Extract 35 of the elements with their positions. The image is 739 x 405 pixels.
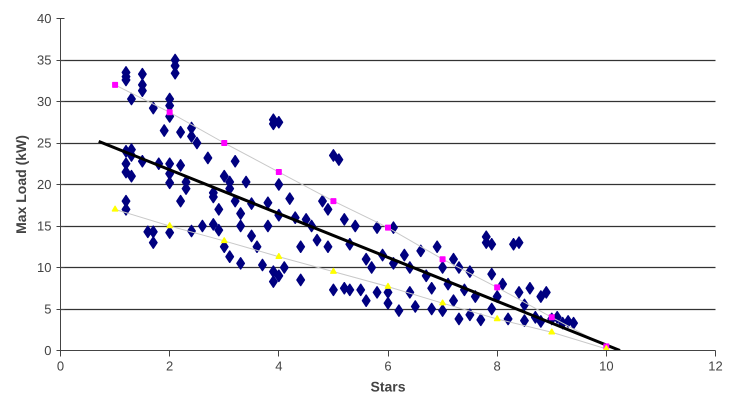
- x-tick-label: 0: [56, 358, 64, 374]
- x-axis-title: Stars: [370, 378, 406, 394]
- point: [112, 82, 118, 88]
- x-tick-label: 8: [494, 358, 501, 374]
- x-tick-label: 2: [166, 358, 174, 374]
- point: [112, 205, 119, 212]
- point: [494, 284, 500, 290]
- point: [330, 268, 337, 274]
- y-tick-label: 30: [37, 94, 52, 109]
- y-tick-label: 25: [37, 136, 52, 150]
- point: [494, 314, 501, 322]
- point: [385, 224, 391, 231]
- x-tick-label: 6: [384, 358, 392, 374]
- y-tick-label: 0: [44, 343, 52, 358]
- x-tick-label: 4: [275, 358, 282, 374]
- point: [166, 222, 174, 228]
- y-tick-label: 5: [44, 302, 52, 316]
- point: [275, 252, 282, 259]
- point: [439, 299, 446, 306]
- point: [276, 169, 282, 176]
- point: [166, 109, 173, 116]
- point: [220, 236, 228, 244]
- y-tick-label: 15: [37, 218, 52, 234]
- y-tick-label: 40: [37, 11, 52, 26]
- x-tick-label: 12: [708, 358, 723, 374]
- point: [384, 282, 392, 289]
- point: [221, 140, 228, 146]
- y-tick-label: 20: [37, 177, 52, 192]
- point: [548, 328, 556, 334]
- x-tick-label: 10: [599, 358, 614, 374]
- point: [440, 256, 446, 262]
- y-tick-label: 10: [37, 260, 52, 275]
- y-tick-label: 35: [37, 52, 52, 68]
- point: [330, 198, 336, 204]
- y-axis-title: Max Load (kW): [13, 135, 30, 234]
